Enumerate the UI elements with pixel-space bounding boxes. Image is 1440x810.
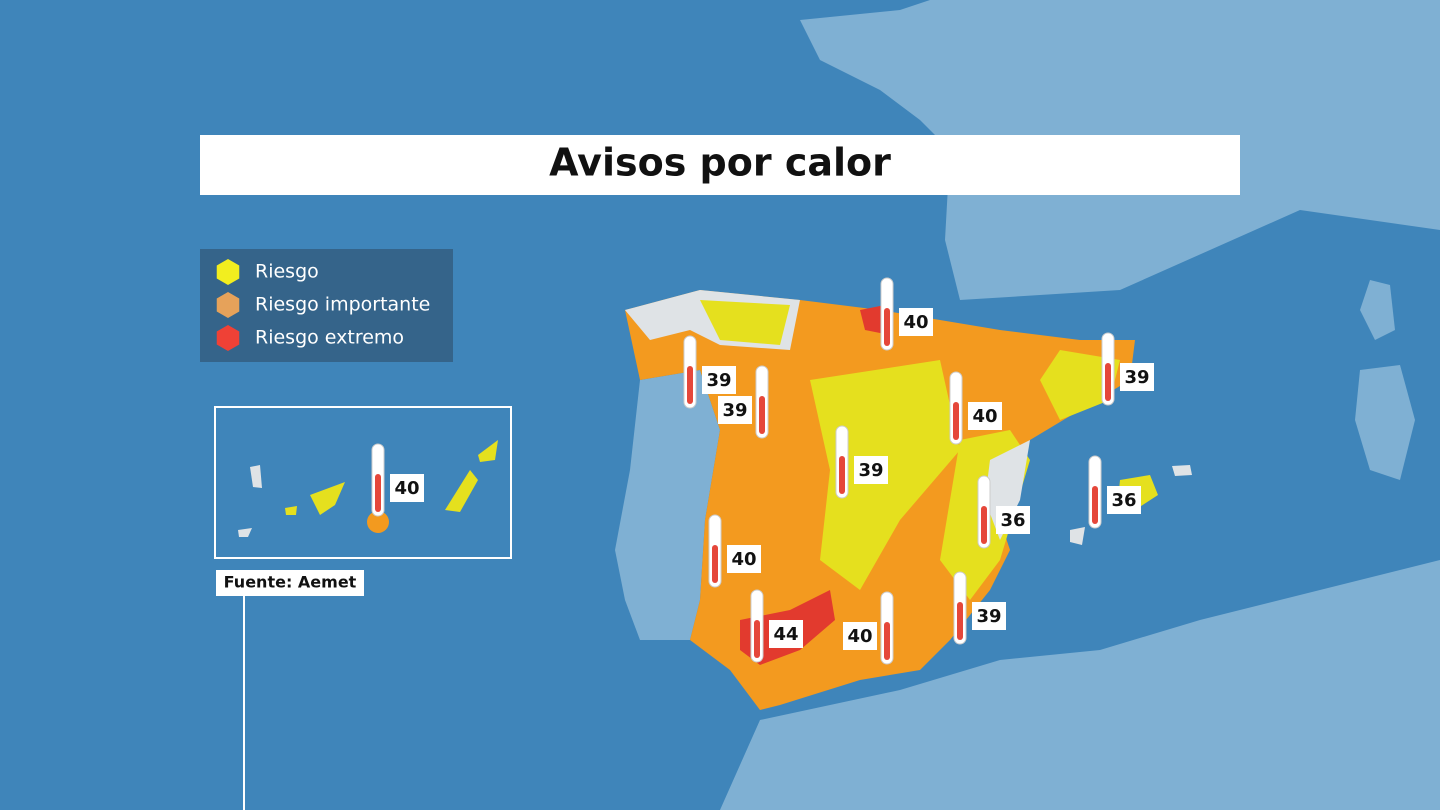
legend-box	[200, 249, 453, 362]
temperature-marker: 40	[880, 277, 933, 351]
temperature-label: 40	[972, 406, 997, 427]
thermometer-fill	[953, 402, 959, 440]
temperature-box	[996, 506, 1030, 534]
legend-swatch	[216, 259, 240, 285]
island	[478, 440, 498, 462]
legend: Riesgo Riesgo importante Riesgo extremo	[216, 259, 430, 351]
temperature-label: 39	[722, 400, 747, 421]
temperature-marker: 44	[750, 589, 803, 663]
temperature-marker: 39	[835, 425, 888, 499]
temperature-marker: 39	[683, 335, 736, 409]
temperature-box	[702, 366, 736, 394]
temperature-marker: 40	[949, 371, 1002, 445]
temperature-label: 40	[731, 549, 756, 570]
thermometer-fill	[1092, 486, 1098, 524]
thermometer-fill	[884, 308, 890, 346]
zone-yellow	[1040, 350, 1120, 420]
legend-swatch	[216, 325, 240, 351]
thermometer-fill	[839, 456, 845, 494]
temperature-marker: 36	[1088, 455, 1141, 529]
thermometer-fill	[981, 506, 987, 544]
sardinia	[1355, 365, 1415, 480]
title-bar	[200, 135, 1240, 195]
thermometer-fill	[957, 602, 963, 640]
inset-frame	[214, 406, 512, 559]
temperature-label: 44	[773, 624, 798, 645]
source-box	[216, 570, 364, 596]
legend-label: Riesgo extremo	[255, 327, 404, 349]
temperature-label: 40	[847, 626, 872, 647]
temperature-box	[843, 622, 877, 650]
thermometer-fill	[759, 396, 765, 434]
temperature-box	[1107, 486, 1141, 514]
thermometer-fill	[712, 545, 718, 583]
thermometer-fill	[884, 622, 890, 660]
legend-swatch	[216, 292, 240, 318]
temperature-box	[968, 402, 1002, 430]
zone-yellow	[700, 300, 790, 345]
legend-label: Riesgo importante	[255, 294, 430, 316]
corsica	[1360, 280, 1395, 340]
temperature-marker: 36	[977, 475, 1030, 549]
thermometer-fill	[1105, 363, 1111, 401]
temperature-box	[727, 545, 761, 573]
thermometer-fill	[687, 366, 693, 404]
temperature-marker: 40	[843, 591, 894, 665]
temperature-marker: 40	[708, 514, 761, 588]
temperature-box	[769, 620, 803, 648]
island	[310, 482, 345, 515]
temperature-label: 36	[1000, 510, 1025, 531]
temperature-label: 39	[858, 460, 883, 481]
source: Fuente: Aemet	[224, 573, 357, 592]
temperature-marker: 39	[1101, 332, 1154, 406]
temperature-box	[718, 396, 752, 424]
temperature-marker: 39	[718, 365, 769, 439]
island	[238, 528, 252, 537]
legend-label: Riesgo	[255, 261, 319, 283]
thermometer-fill	[754, 620, 760, 658]
temperature-label: 40	[903, 312, 928, 333]
thermometer-fill	[375, 474, 381, 512]
markers: 40 39 39 40 39 39 36 36 40 44 40 39 40	[371, 277, 1154, 665]
temperature-box	[899, 308, 933, 336]
island	[367, 511, 389, 533]
island	[250, 465, 262, 488]
island	[285, 506, 297, 515]
temperature-label: 39	[1124, 367, 1149, 388]
temperature-box	[390, 474, 424, 502]
temperature-box	[854, 456, 888, 484]
menorca	[1172, 465, 1192, 476]
title: Avisos por calor	[549, 141, 891, 185]
temperature-box	[972, 602, 1006, 630]
temperature-label: 40	[394, 478, 419, 499]
temperature-marker: 39	[953, 571, 1006, 645]
ibiza	[1070, 527, 1085, 545]
temperature-box	[1120, 363, 1154, 391]
temperature-label: 39	[976, 606, 1001, 627]
island	[445, 470, 478, 512]
portugal	[615, 370, 720, 640]
temperature-label: 36	[1111, 490, 1136, 511]
temperature-label: 39	[706, 370, 731, 391]
africa-land	[720, 560, 1440, 810]
temperature-marker: 40	[371, 443, 424, 517]
